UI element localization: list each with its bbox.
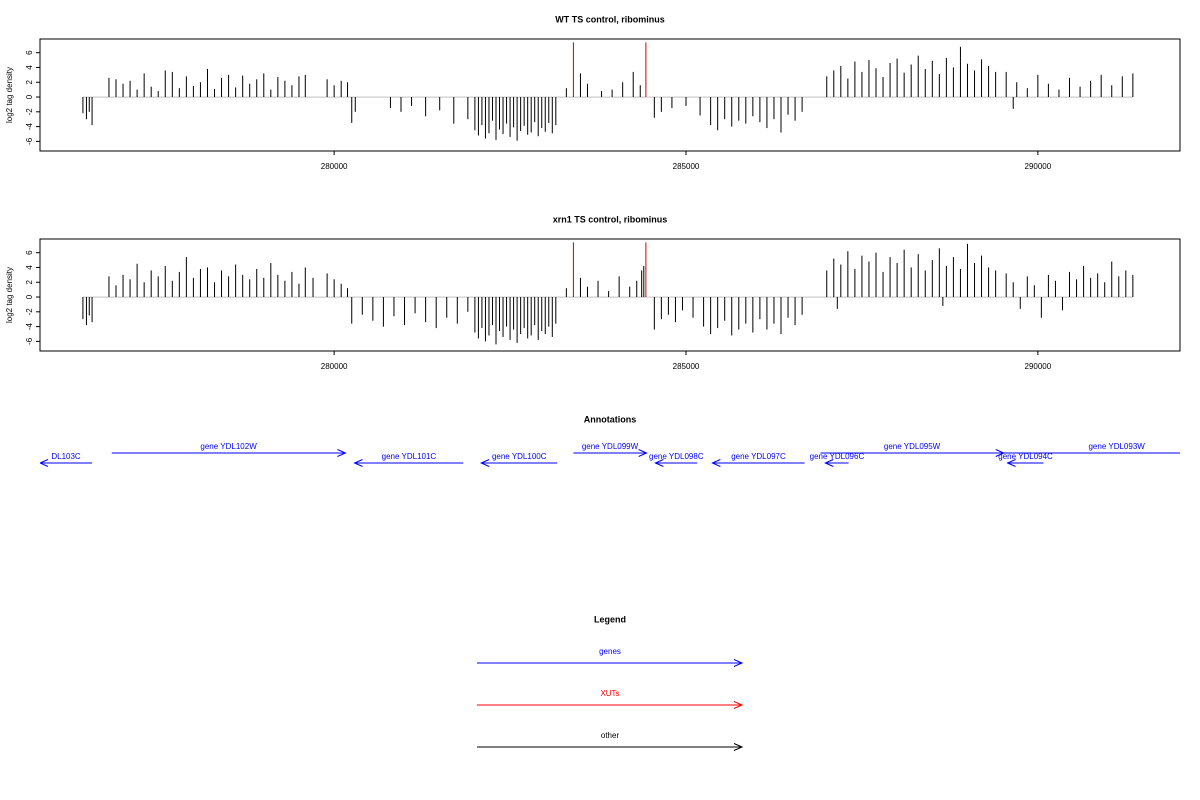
panel-title: WT TS control, ribominus bbox=[555, 14, 665, 24]
y-axis-label: log2 tag density bbox=[5, 267, 14, 323]
annotation-track: DL103C gene YDL102W gene YDL101C gene YDL10… bbox=[40, 442, 1180, 467]
gene-arrow bbox=[111, 449, 347, 457]
y-tick-label: 6 bbox=[25, 50, 34, 55]
gene-arrow bbox=[824, 459, 849, 467]
arrow-head bbox=[733, 701, 744, 709]
plot-frame bbox=[39, 238, 1181, 352]
gene-arrow bbox=[1000, 452, 1180, 454]
arrow-head bbox=[1006, 459, 1016, 467]
y-tick-label: -4 bbox=[25, 123, 34, 131]
y-tick-label: 0 bbox=[25, 94, 34, 99]
y-tick-label: -6 bbox=[25, 337, 34, 345]
y-tick-label: 4 bbox=[25, 265, 34, 270]
gene-label: gene YDL096C bbox=[810, 452, 865, 461]
legend-label: genes bbox=[599, 647, 621, 656]
plot-frame bbox=[39, 38, 1181, 152]
gene-label: gene YDL095W bbox=[884, 442, 941, 451]
gene-label: gene YDL098C bbox=[649, 452, 704, 461]
x-tick-label: 280000 bbox=[321, 362, 348, 371]
legend-arrow bbox=[477, 701, 744, 709]
gene-label: gene YDL097C bbox=[731, 452, 786, 461]
gene-label: gene YDL093W bbox=[1088, 442, 1145, 451]
gene-label: gene YDL102W bbox=[200, 442, 257, 451]
y-tick-label: 4 bbox=[25, 65, 34, 70]
arrow-head bbox=[40, 459, 49, 467]
gene-arrow bbox=[40, 459, 93, 467]
arrow-head bbox=[824, 459, 834, 467]
gene-label: gene YDL094C bbox=[998, 452, 1053, 461]
gene-arrow bbox=[711, 459, 805, 467]
gene-label: gene YDL100C bbox=[492, 452, 547, 461]
gene-arrow bbox=[654, 459, 698, 467]
panel-title: xrn1 TS control, ribominus bbox=[553, 214, 668, 224]
gene-arrow bbox=[479, 459, 558, 467]
arrow-head bbox=[711, 459, 721, 467]
legend-arrow bbox=[477, 743, 744, 751]
arrow-head bbox=[733, 743, 744, 751]
legend-label: XUTs bbox=[600, 689, 619, 698]
arrow-head bbox=[733, 659, 744, 667]
y-axis-label: log2 tag density bbox=[5, 67, 14, 123]
y-tick-label: -4 bbox=[25, 323, 34, 331]
gene-label: DL103C bbox=[51, 452, 81, 461]
arrow-head bbox=[479, 459, 490, 467]
x-tick-label: 290000 bbox=[1025, 162, 1052, 171]
arrow-head bbox=[337, 449, 347, 457]
x-tick-label: 285000 bbox=[673, 362, 700, 371]
legend-title: Legend bbox=[594, 614, 626, 624]
arrow-head bbox=[353, 459, 363, 467]
gene-arrow bbox=[573, 449, 648, 457]
x-tick-label: 290000 bbox=[1025, 362, 1052, 371]
annotations-title: Annotations bbox=[584, 414, 637, 424]
gene-arrow bbox=[1006, 459, 1044, 467]
y-tick-label: 0 bbox=[25, 294, 34, 299]
gene-label: gene YDL099W bbox=[582, 442, 639, 451]
gene-label: gene YDL101C bbox=[382, 452, 437, 461]
legend-arrow bbox=[477, 659, 744, 667]
arrow-head bbox=[638, 449, 648, 457]
y-tick-label: -2 bbox=[25, 108, 34, 116]
y-tick-label: -2 bbox=[25, 308, 34, 316]
y-tick-label: 2 bbox=[25, 279, 34, 284]
x-tick-label: 280000 bbox=[321, 162, 348, 171]
arrow-head bbox=[654, 459, 664, 467]
x-tick-label: 285000 bbox=[673, 162, 700, 171]
gene-arrow bbox=[353, 459, 464, 467]
legend-label: other bbox=[601, 731, 620, 740]
y-tick-label: 6 bbox=[25, 250, 34, 255]
y-tick-label: -6 bbox=[25, 137, 34, 145]
y-tick-label: 2 bbox=[25, 79, 34, 84]
